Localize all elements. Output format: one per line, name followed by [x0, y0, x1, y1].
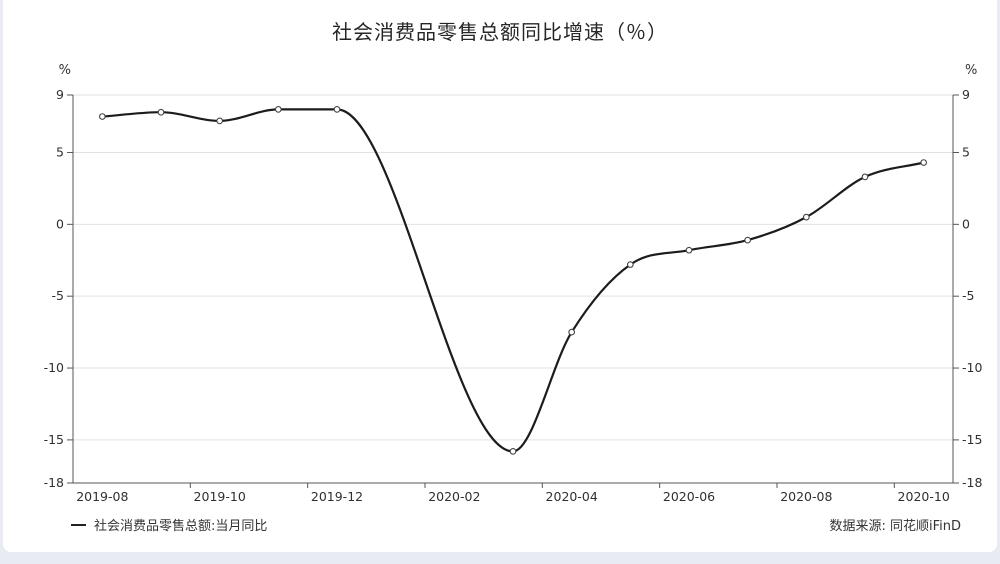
- data-point-marker: [157, 108, 165, 116]
- y-tick-label: -5: [962, 288, 974, 303]
- x-tick-label: 2020-10: [898, 489, 950, 504]
- data-point-marker: [920, 159, 928, 166]
- y-tick-label: -18: [962, 475, 982, 490]
- y-tick-label: 9: [56, 87, 64, 102]
- chart-canvas: 9 9 5 5 0 0 -5 -5 -10 -10 -15 -15 -18 -18 2019-08 2019-…: [44, 87, 983, 504]
- x-tick-label: 2019-10: [194, 489, 246, 504]
- data-point-marker: [509, 448, 517, 455]
- x-tick-label: 2019-12: [311, 489, 363, 504]
- x-tick-label: 2020-06: [663, 489, 715, 504]
- x-tick-label: 2020-02: [428, 489, 480, 504]
- x-tick-label: 2019-08: [76, 489, 128, 504]
- data-point-marker: [333, 106, 341, 113]
- data-point-marker: [861, 173, 869, 181]
- y-tick-label: 0: [56, 216, 64, 231]
- y-tick-label: 5: [56, 144, 64, 159]
- data-point-marker: [216, 117, 224, 125]
- data-point-marker: [685, 246, 693, 254]
- data-point-marker: [98, 113, 106, 120]
- data-point-marker: [744, 236, 752, 244]
- y-tick-label: -10: [44, 360, 64, 375]
- data-point-marker: [626, 261, 634, 268]
- y-tick-label: -18: [44, 475, 64, 490]
- x-tick-label: 2020-04: [546, 489, 598, 504]
- series-line: [101, 108, 925, 453]
- legend: 社会消费品零售总额:当月同比: [71, 515, 267, 534]
- y-tick-label: 0: [962, 216, 970, 231]
- legend-line-swatch: [71, 523, 86, 526]
- y-tick-label: -15: [44, 432, 64, 447]
- y-tick-label: 9: [962, 87, 970, 102]
- chart-card: 社会消费品零售总额同比增速（％） % % 9 9 5 5 0 0 -5 -5 -10 -10 -15…: [3, 0, 997, 552]
- y-tick-label: -10: [962, 360, 982, 375]
- data-point-marker: [568, 328, 576, 336]
- y-tick-label: -5: [52, 288, 64, 303]
- data-source: 数据来源: 同花顺iFinD: [829, 519, 961, 534]
- data-point-marker: [274, 106, 282, 113]
- chart-title: 社会消费品零售总额同比增速（％）: [332, 20, 668, 44]
- legend-label: 社会消费品零售总额:当月同比: [94, 519, 268, 534]
- y-axis-unit-left: %: [58, 63, 71, 78]
- y-axis-unit-right: %: [965, 63, 978, 78]
- y-tick-label: 5: [962, 144, 970, 159]
- x-tick-label: 2020-08: [780, 489, 832, 504]
- data-point-marker: [802, 213, 810, 221]
- y-tick-label: -15: [962, 432, 982, 447]
